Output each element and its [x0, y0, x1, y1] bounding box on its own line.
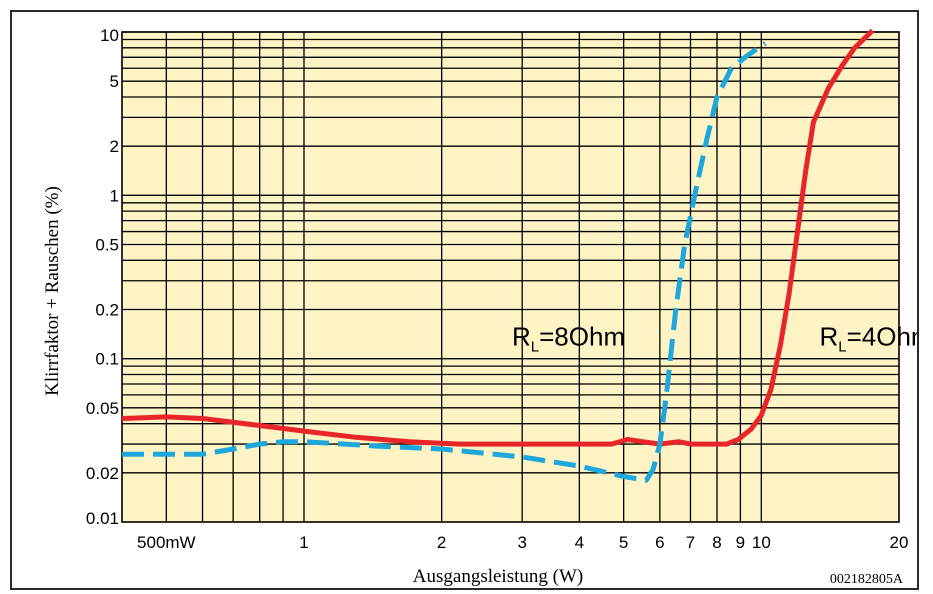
y-tick-label: 0.05	[86, 399, 119, 418]
x-tick-label: 500mW	[137, 533, 196, 552]
x-tick-label: 4	[575, 533, 584, 552]
plot-area	[122, 32, 899, 522]
chart-frame: 500mW 1 2 3 4 5 6 7 8 9 10 20 10 5 2 1 0.5 0.2 0.1 0.05 0.0…	[10, 10, 933, 590]
x-tick-label: 1	[299, 533, 308, 552]
plot-border	[121, 31, 900, 523]
x-tick-label: 7	[686, 533, 695, 552]
x-tick-label: 10	[752, 533, 771, 552]
y-tick-label: 5	[110, 72, 119, 91]
y-tick-label: 2	[110, 137, 119, 156]
series-label-8ohm: RL=8Ohm	[512, 322, 625, 356]
y-tick-label: 0.2	[95, 300, 119, 319]
y-tick-label: 0.02	[86, 464, 119, 483]
figure-code: 002182805A	[830, 572, 904, 587]
x-tick-label: 20	[890, 533, 909, 552]
series-line-8ohm	[122, 41, 767, 483]
x-tick-labels: 500mW 1 2 3 4 5 6 7 8 9 10 20	[137, 533, 908, 552]
x-tick-label: 2	[437, 533, 446, 552]
y-tick-label: 0.1	[95, 350, 119, 369]
y-tick-label: 10	[100, 26, 119, 45]
x-tick-label: 5	[619, 533, 628, 552]
x-tick-label: 6	[655, 533, 664, 552]
y-tick-label: 0.01	[86, 509, 119, 528]
curves	[121, 28, 875, 483]
chart: 500mW 1 2 3 4 5 6 7 8 9 10 20 10 5 2 1 0.5 0.2 0.1 0.05 0.0…	[42, 26, 933, 587]
y-tick-labels: 10 5 2 1 0.5 0.2 0.1 0.05 0.02 0.01	[86, 26, 119, 528]
x-tick-label: 8	[712, 533, 721, 552]
series-line-4ohm	[121, 28, 875, 447]
x-tick-label: 3	[517, 533, 526, 552]
series-label-4ohm: RL=4Ohm	[819, 322, 917, 356]
y-axis-title: Klirrfaktor + Rauschen (%)	[42, 186, 63, 396]
y-tick-label: 0.5	[95, 236, 119, 255]
x-axis-title: Ausgangsleistung (W)	[413, 566, 583, 587]
y-tick-label: 1	[110, 186, 119, 205]
x-tick-label: 9	[736, 533, 745, 552]
